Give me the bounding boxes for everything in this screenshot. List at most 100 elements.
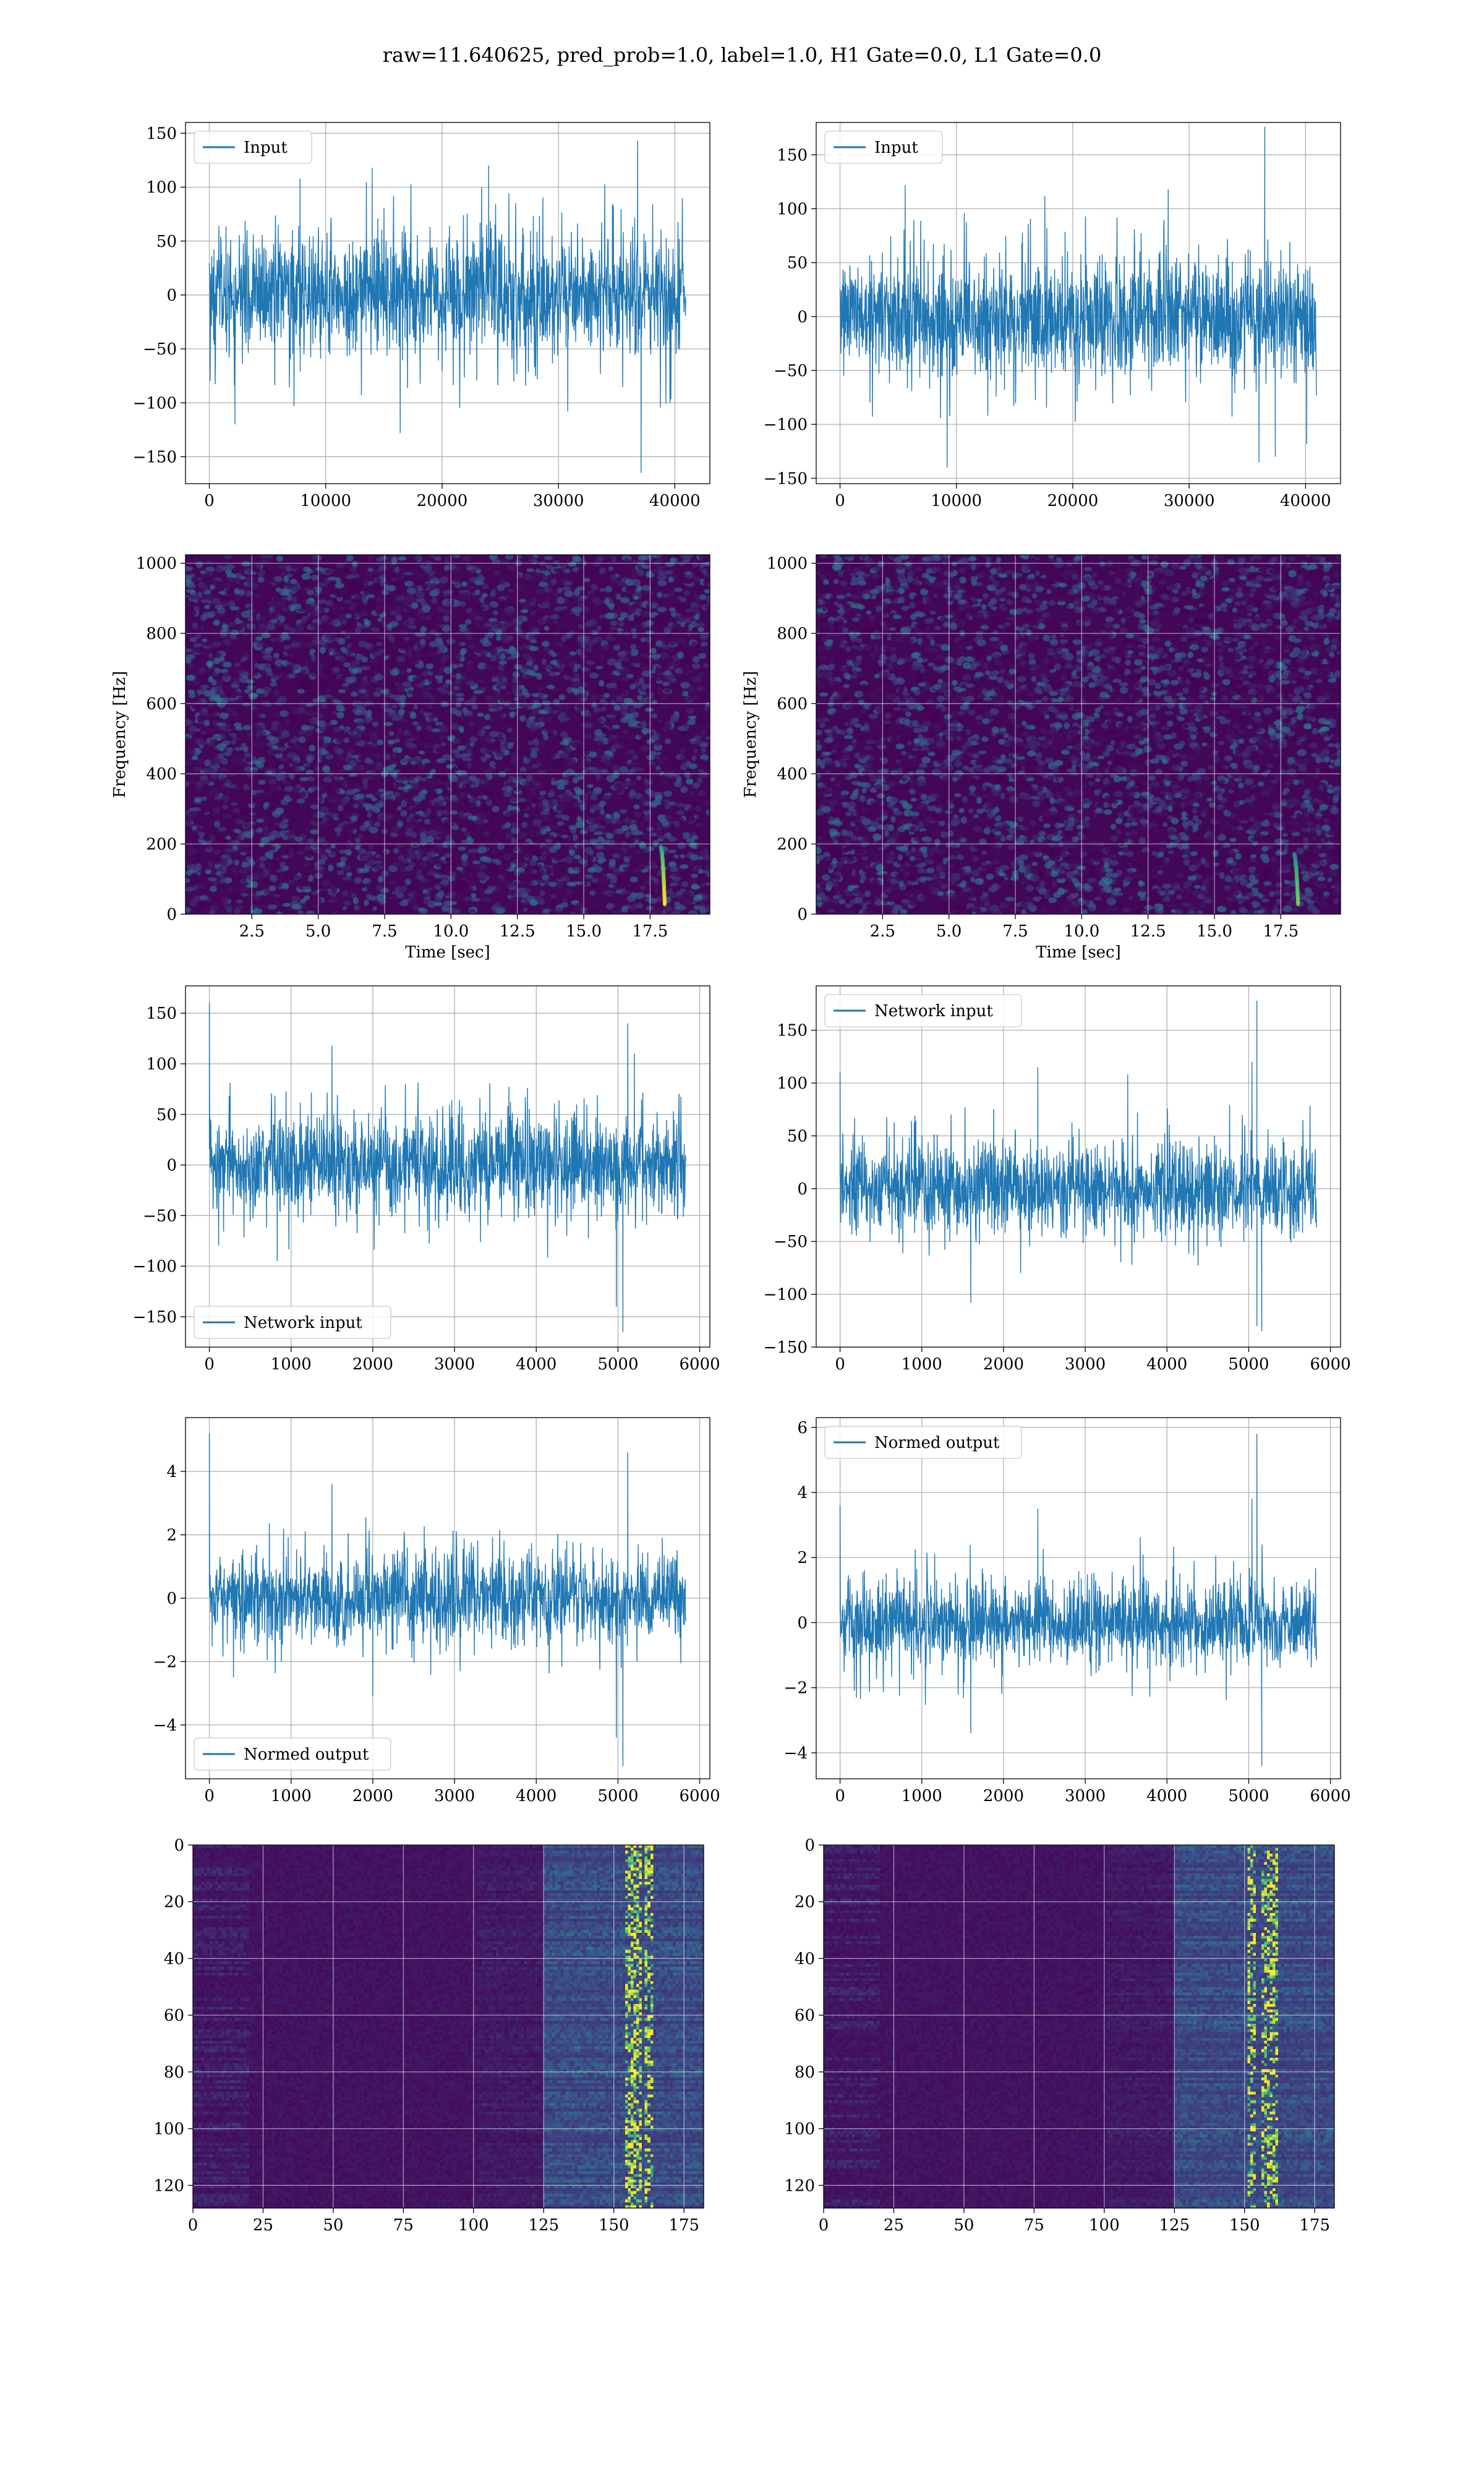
y-tick-label: 200 bbox=[146, 836, 177, 854]
x-tick-label: 125 bbox=[1159, 2216, 1190, 2235]
x-tick-label: 5000 bbox=[1228, 1787, 1269, 1805]
x-tick-label: 4000 bbox=[1146, 1787, 1187, 1805]
panel-h1-spectrogram: 2.5 5.0 7.5 10.0 12.5 15.0 17.5 0 200 400 600 800 10… bbox=[111, 554, 710, 962]
y-tick-label: 20 bbox=[164, 1893, 184, 1912]
x-tick-label: 0 bbox=[204, 492, 215, 510]
axes-frame bbox=[185, 122, 710, 484]
x-tick-label: 4000 bbox=[1146, 1355, 1187, 1374]
y-tick-label: 2 bbox=[797, 1549, 808, 1567]
y-tick-label: 200 bbox=[777, 836, 808, 854]
x-tick-label: 1000 bbox=[902, 1355, 942, 1374]
y-tick-label: 120 bbox=[153, 2177, 184, 2195]
y-tick-label: 100 bbox=[146, 179, 177, 197]
y-tick-label: −4 bbox=[784, 1744, 808, 1763]
axes-frame bbox=[816, 985, 1341, 1348]
x-tick-label: 3000 bbox=[434, 1355, 475, 1374]
x-tick-label: 0 bbox=[835, 1787, 845, 1805]
x-tick-label: 10000 bbox=[300, 492, 351, 510]
x-tick-label: 100 bbox=[458, 2216, 489, 2235]
series-line bbox=[839, 126, 1317, 468]
x-tick-label: 75 bbox=[1024, 2216, 1044, 2235]
x-tick-label: 50 bbox=[323, 2216, 343, 2235]
axes-frame bbox=[823, 1844, 1335, 2209]
x-tick-label: 0 bbox=[188, 2216, 198, 2235]
y-tick-label: 0 bbox=[166, 1157, 177, 1175]
x-tick-label: 2000 bbox=[352, 1787, 393, 1805]
x-tick-label: 3000 bbox=[1065, 1787, 1106, 1805]
y-tick-label: −50 bbox=[774, 1233, 808, 1251]
y-tick-label: 50 bbox=[156, 233, 177, 251]
y-tick-label: 4 bbox=[166, 1463, 177, 1481]
tick-labels: 0 1000 2000 3000 4000 5000 6000 −4 −2 0 2 4 bbox=[153, 1463, 720, 1805]
tick-labels: 0 25 50 75 100 125 150 175 0 20 40 60 80 100 120 bbox=[784, 1836, 1330, 2235]
feature-map-image bbox=[824, 1845, 1334, 2208]
y-tick-label: 150 bbox=[777, 1022, 808, 1040]
x-tick-label: 0 bbox=[835, 1355, 845, 1374]
x-tick-label: 75 bbox=[393, 2216, 414, 2235]
series-line bbox=[839, 1000, 1317, 1332]
y-tick-label: 100 bbox=[777, 1074, 808, 1093]
y-tick-label: −50 bbox=[143, 340, 177, 359]
y-tick-label: −100 bbox=[764, 416, 808, 434]
x-axis-label: Time [sec] bbox=[1036, 943, 1121, 962]
y-tick-label: 40 bbox=[795, 1950, 815, 1968]
x-tick-label: 1000 bbox=[271, 1787, 312, 1805]
x-tick-label: 15.0 bbox=[1196, 922, 1232, 941]
x-tick-label: 0 bbox=[204, 1787, 215, 1805]
x-tick-label: 17.5 bbox=[1263, 922, 1298, 941]
y-tick-label: −50 bbox=[774, 362, 808, 380]
y-tick-label: −50 bbox=[143, 1207, 177, 1225]
figure-suptitle: raw=11.640625, pred_prob=1.0, label=1.0,… bbox=[383, 43, 1102, 67]
y-tick-label: 400 bbox=[777, 765, 808, 784]
x-tick-label: 25 bbox=[253, 2216, 273, 2235]
y-tick-label: 60 bbox=[795, 2006, 815, 2025]
y-tick-label: 0 bbox=[174, 1836, 184, 1855]
x-axis-label: Time [sec] bbox=[405, 943, 490, 962]
x-tick-label: 2.5 bbox=[239, 922, 265, 941]
x-tick-label: 2000 bbox=[983, 1355, 1024, 1374]
gridlines bbox=[816, 986, 1341, 1348]
y-tick-label: −150 bbox=[764, 1338, 808, 1357]
tick-labels: 2.5 5.0 7.5 10.0 12.5 15.0 17.5 0 200 400 600 800 10… bbox=[136, 555, 668, 941]
y-tick-label: 6 bbox=[797, 1419, 808, 1437]
tick-labels: 0 1000 2000 3000 4000 5000 6000 −150 −100 −50 0 50 1… bbox=[764, 1022, 1351, 1374]
y-tick-label: 60 bbox=[164, 2006, 184, 2025]
legend-frame bbox=[824, 131, 943, 164]
y-tick-label: 0 bbox=[804, 1836, 815, 1855]
y-axis-label: Frequency [Hz] bbox=[111, 671, 129, 798]
legend-label: Normed output bbox=[874, 1434, 1000, 1452]
panel-h1-normed-output: 0 1000 2000 3000 4000 5000 6000 −4 −2 0 2 4 Normed o… bbox=[153, 1417, 720, 1805]
axes-frame bbox=[185, 1417, 710, 1779]
y-tick-label: 0 bbox=[166, 286, 177, 305]
spectrogram-image bbox=[816, 555, 1341, 914]
y-tick-label: 100 bbox=[784, 2120, 815, 2139]
y-tick-label: 1000 bbox=[767, 555, 808, 573]
tick-labels: 2.5 5.0 7.5 10.0 12.5 15.0 17.5 0 200 400 600 800 10… bbox=[767, 555, 1299, 941]
tick-labels: 0 25 50 75 100 125 150 175 0 20 40 60 80 100 120 bbox=[153, 1836, 699, 2235]
y-tick-label: 80 bbox=[795, 2063, 815, 2082]
y-tick-label: 600 bbox=[146, 695, 177, 714]
panel-l1-input: 0 10000 20000 30000 40000 −150 −100 −50 0 50 100 15… bbox=[764, 122, 1341, 510]
x-tick-label: 12.5 bbox=[500, 922, 535, 941]
legend-frame bbox=[194, 131, 312, 164]
y-tick-label: 2 bbox=[166, 1526, 177, 1545]
legend-label: Input bbox=[874, 139, 918, 157]
y-tick-label: 50 bbox=[787, 254, 808, 273]
x-tick-label: 25 bbox=[884, 2216, 904, 2235]
tick-labels: 0 10000 20000 30000 40000 −150 −100 −50 0 50 100 15… bbox=[133, 124, 701, 510]
x-tick-label: 1000 bbox=[902, 1787, 942, 1805]
y-tick-label: 0 bbox=[797, 308, 808, 327]
legend: Input bbox=[194, 131, 312, 164]
legend-label: Input bbox=[244, 139, 288, 157]
y-tick-label: 150 bbox=[146, 1004, 177, 1023]
y-tick-label: −100 bbox=[764, 1286, 808, 1304]
axes-frame bbox=[185, 554, 710, 915]
x-tick-label: 100 bbox=[1089, 2216, 1120, 2235]
y-tick-label: 150 bbox=[146, 124, 177, 143]
y-tick-label: 120 bbox=[784, 2177, 815, 2195]
y-tick-label: 800 bbox=[146, 625, 177, 643]
x-tick-label: 10000 bbox=[931, 492, 982, 510]
y-tick-label: 100 bbox=[777, 200, 808, 218]
y-tick-label: 50 bbox=[156, 1106, 177, 1124]
